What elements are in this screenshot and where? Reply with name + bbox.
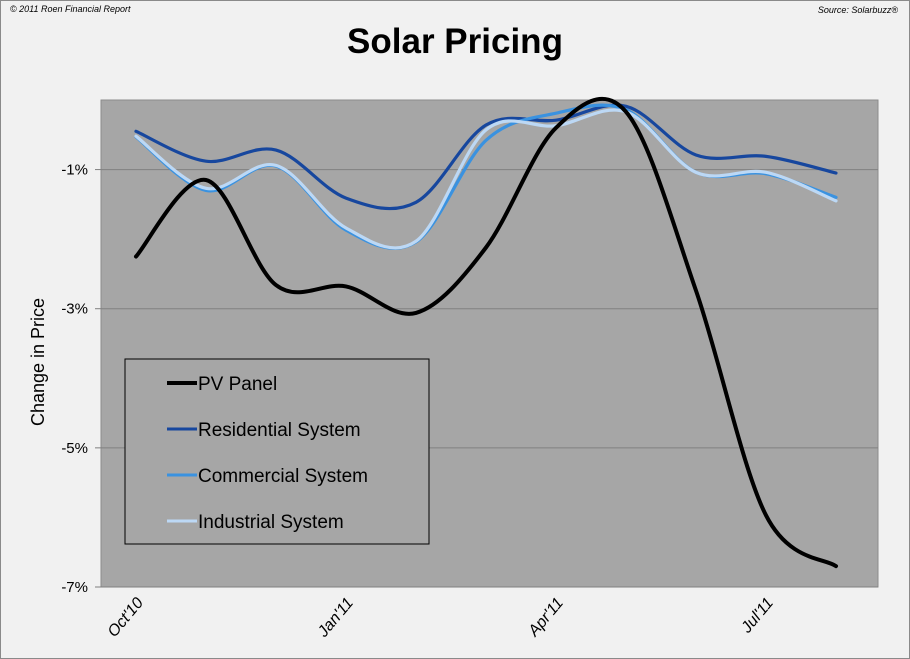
- legend-label: Commercial System: [198, 466, 368, 487]
- y-tick-label: -5%: [61, 440, 88, 457]
- y-tick-label: -7%: [61, 579, 88, 596]
- y-tick-label: -1%: [61, 162, 88, 179]
- legend-box: [124, 358, 430, 545]
- source-note: Source: Solarbuzz®: [817, 5, 898, 15]
- series-lines: [134, 97, 838, 569]
- series-line-residential-system: [134, 103, 838, 211]
- legend-label: PV Panel: [198, 374, 277, 395]
- y-axis: -1% -3% -5% -7%: [61, 162, 878, 596]
- chart-title: Solar Pricing: [347, 22, 563, 61]
- x-tick-label: Oct'10: [105, 595, 147, 641]
- copyright-note: © 2011 Roen Financial Report: [10, 4, 131, 14]
- y-tick-label: -3%: [61, 301, 88, 318]
- y-axis-title: Change in Price: [28, 298, 48, 426]
- legend-label: Industrial System: [198, 512, 344, 533]
- x-tick-label: Apr'11: [525, 595, 567, 641]
- series-line-pv-panel: [134, 97, 838, 569]
- legend-label: Residential System: [198, 420, 361, 441]
- x-tick-label: Jan'11: [314, 595, 357, 642]
- x-axis: Oct'10 Jan'11 Apr'11 Jul'11: [105, 595, 777, 642]
- series-line-industrial-system: [134, 108, 838, 250]
- legend: PV Panel Residential System Commercial Sys…: [124, 358, 430, 545]
- x-tick-label: Jul'11: [738, 595, 777, 637]
